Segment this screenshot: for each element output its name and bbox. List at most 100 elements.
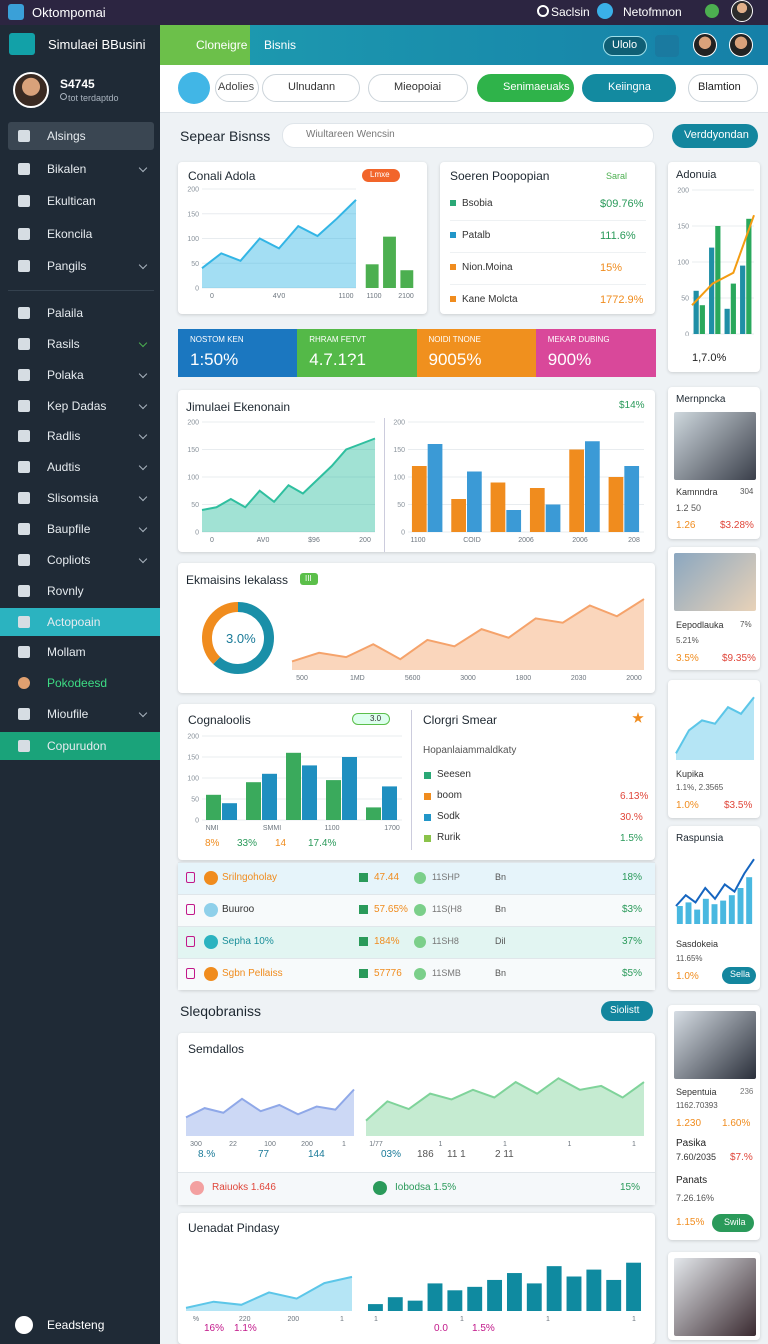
x-tick-label: 200 xyxy=(359,537,371,544)
menu-item[interactable]: Bikalen xyxy=(47,161,87,176)
cell: 18% xyxy=(622,872,643,883)
filter-chip[interactable] xyxy=(688,74,758,102)
status-icon xyxy=(60,93,67,100)
button-label[interactable]: Siolistt xyxy=(610,1005,640,1016)
icon-button[interactable] xyxy=(655,35,679,57)
bar xyxy=(746,877,753,924)
cell: Sgbn Pellaiss xyxy=(222,968,283,979)
search-label[interactable]: Saclsin xyxy=(551,5,590,19)
search-box[interactable] xyxy=(282,123,654,148)
card-value: 236 xyxy=(740,1087,754,1096)
menu-item[interactable]: Radlis xyxy=(47,429,81,444)
menu-item[interactable]: Rasils xyxy=(47,336,80,351)
area xyxy=(292,599,644,670)
legend-swatch xyxy=(450,232,456,238)
photo xyxy=(674,412,756,480)
legend-label: Rurik xyxy=(437,832,461,843)
filter-chip[interactable] xyxy=(262,74,360,102)
button-label[interactable]: Swila xyxy=(724,1217,746,1227)
filter-label[interactable]: Senimaeuaks xyxy=(503,81,570,93)
filter-label[interactable]: Blamtion xyxy=(698,81,741,93)
bar xyxy=(720,900,727,924)
sidebar-footer[interactable]: Eeadsteng xyxy=(47,1318,105,1332)
bar xyxy=(467,1286,483,1311)
row-icon xyxy=(186,872,195,883)
menu-icon xyxy=(18,740,30,752)
bar xyxy=(711,904,718,924)
stat-tile xyxy=(178,329,298,377)
menu-item[interactable]: Polaka xyxy=(47,367,84,382)
y-tick-label: 0 xyxy=(195,818,199,825)
cell-icon xyxy=(414,872,426,884)
menu-item[interactable]: Mollam xyxy=(47,645,86,660)
menu-icon xyxy=(18,677,30,690)
menu-item[interactable]: Palaila xyxy=(47,306,84,320)
card-value: 7.26.16% xyxy=(676,1193,715,1203)
x-tick-label: 0 xyxy=(210,293,214,300)
menu-item[interactable]: Slisomsia xyxy=(47,491,99,506)
menu-item[interactable]: Copurudon xyxy=(47,739,107,753)
y-tick-label: 100 xyxy=(187,475,199,482)
avatar xyxy=(693,33,717,57)
menu-item[interactable]: Pokodeesd xyxy=(47,676,108,691)
y-tick-label: 100 xyxy=(677,260,689,267)
y-tick-label: 200 xyxy=(393,420,405,427)
menu-item[interactable]: Actopoain xyxy=(47,614,101,629)
bar xyxy=(730,283,736,334)
menu-item[interactable]: Ekultican xyxy=(47,194,96,208)
cell: Raiuoks 1.646 xyxy=(212,1182,276,1193)
x-tick-label: 100 xyxy=(264,1141,276,1148)
notifications[interactable]: Netofmnon xyxy=(623,5,682,19)
menu-item[interactable]: Audtis xyxy=(47,460,81,475)
filter-chip[interactable] xyxy=(582,74,676,102)
menu-item[interactable]: Kep Dadas xyxy=(47,398,107,413)
button[interactable] xyxy=(712,1214,754,1232)
menu-item[interactable]: Alsings xyxy=(47,129,86,143)
button-label[interactable]: Sella xyxy=(730,969,751,979)
bar xyxy=(427,1283,443,1311)
tab[interactable]: Bisnis xyxy=(264,38,297,52)
filter-chip[interactable] xyxy=(368,74,468,102)
filter-label[interactable]: Adolies xyxy=(218,81,255,93)
table-row xyxy=(178,1172,655,1205)
card xyxy=(440,162,655,314)
filter-label[interactable]: Keiingna xyxy=(608,81,651,93)
filter-label[interactable]: Mieopoiai xyxy=(394,81,442,93)
filter-label[interactable]: Ulnudann xyxy=(288,81,336,93)
menu-item[interactable]: Copliots xyxy=(47,552,91,567)
x-tick-label: 1700 xyxy=(384,825,400,832)
card-title: Mernpncka xyxy=(676,394,726,405)
bar xyxy=(506,510,522,532)
y-tick-label: 150 xyxy=(187,755,199,762)
card-name: Panats xyxy=(676,1175,708,1186)
link[interactable]: Saral xyxy=(606,171,628,181)
menu-item[interactable]: Ekoncila xyxy=(47,226,93,241)
menu-item[interactable]: Pangils xyxy=(47,259,87,273)
menu-item[interactable]: Rovnly xyxy=(47,583,84,598)
menu-item[interactable]: Baupfile xyxy=(47,521,91,536)
panel-title: Jimulaei Ekenonain xyxy=(186,400,291,414)
foot-value: 1.1% xyxy=(234,1323,257,1334)
line xyxy=(365,1077,645,1122)
y-tick-label: 100 xyxy=(187,776,199,783)
bar xyxy=(487,1279,503,1311)
menu-item[interactable]: Mioufile xyxy=(47,707,89,722)
row-badge xyxy=(373,1181,387,1195)
filter-chip[interactable] xyxy=(215,74,259,102)
menu-button[interactable] xyxy=(9,33,35,55)
row-label: Patalb xyxy=(462,230,491,241)
search-icon xyxy=(537,5,549,17)
cell-icon xyxy=(414,968,426,980)
card-value: 7% xyxy=(740,620,752,629)
button-label[interactable]: Verddyondan xyxy=(684,129,749,141)
button[interactable] xyxy=(672,124,758,148)
tab[interactable]: Cloneigre xyxy=(196,38,248,52)
value-label: 1,7.0% xyxy=(692,352,727,364)
button[interactable] xyxy=(601,1001,653,1021)
pill-label[interactable]: Ulolo xyxy=(612,39,638,51)
legend-label: Seesen xyxy=(437,769,471,780)
filter-chip[interactable] xyxy=(477,74,574,102)
button[interactable] xyxy=(722,967,756,984)
stat-label: NOIDI TNONE xyxy=(428,335,481,344)
menu-icon xyxy=(18,430,30,443)
